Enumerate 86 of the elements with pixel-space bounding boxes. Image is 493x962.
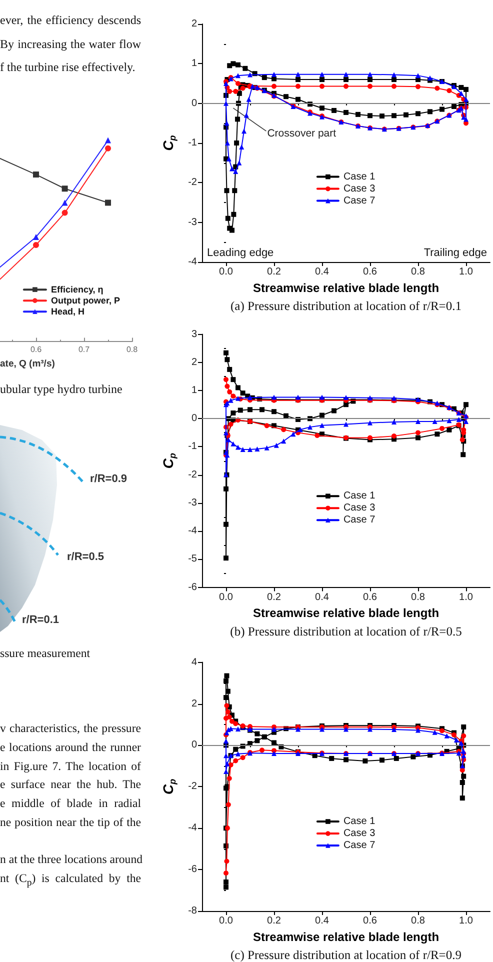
legend-label: Case 1 bbox=[343, 171, 376, 182]
x-tick-label: 0.4 bbox=[315, 592, 330, 603]
x-axis-title: Streamwise relative blade length bbox=[252, 606, 440, 620]
x-tick-label: 0.8 bbox=[411, 916, 426, 926]
x-tick-label: 0.6 bbox=[30, 345, 42, 354]
y-tick-label: 0 bbox=[191, 413, 198, 424]
text: e middle of blade in radial bbox=[0, 796, 141, 810]
text: r/R=0.9 bbox=[90, 472, 127, 486]
x-tick-label: 0.2 bbox=[267, 916, 282, 926]
x-tick-label: 0.7 bbox=[78, 345, 90, 354]
x-tick-label: 0.6 bbox=[363, 592, 378, 603]
annotation: Trailing edge bbox=[424, 247, 487, 259]
y-tick-label: -6 bbox=[188, 864, 198, 876]
y-tick-label: 1 bbox=[191, 385, 198, 396]
text: e locations around the runner bbox=[0, 740, 141, 754]
y-tick-label: -2 bbox=[188, 177, 198, 188]
text: f the turbine rise effectively. bbox=[0, 60, 136, 74]
legend-label: Efficiency, η bbox=[50, 284, 104, 295]
y-tick-label: -4 bbox=[188, 256, 198, 268]
x-tick-label: 0.6 bbox=[363, 916, 378, 926]
x-tick-label: 0.8 bbox=[411, 592, 426, 603]
legend-label: Head, H bbox=[50, 306, 84, 317]
x-tick-label: 0.4 bbox=[315, 266, 330, 278]
x-tick-label: 0.8 bbox=[411, 266, 426, 278]
text: r/R=0.5 bbox=[67, 550, 104, 564]
x-tick-label: 0.4 bbox=[315, 916, 330, 926]
x-tick-label: 1.0 bbox=[459, 592, 474, 603]
text: nt (C$_{p}$) is calculated by the bbox=[0, 870, 141, 890]
text: in Fig.ure 7. The location of bbox=[0, 758, 141, 774]
legend-label: Output power, P bbox=[50, 296, 120, 306]
y-tick-label: -6 bbox=[188, 582, 198, 593]
y-tick-label: -2 bbox=[188, 781, 198, 792]
x-tick-label: 0.6 bbox=[363, 266, 378, 278]
y-tick-label: 4 bbox=[191, 656, 198, 668]
x-tick-label: 0.8 bbox=[126, 345, 138, 354]
text: (a) Pressure distribution at location of r/R=0.1 bbox=[230, 299, 462, 313]
legend-label: Case 1 bbox=[343, 816, 376, 828]
text: (b) Pressure distribution at location of r/R=0.5 bbox=[230, 624, 462, 638]
y-tick-label: -3 bbox=[188, 497, 198, 508]
x-axis-title: ate, Q (m³/s) bbox=[0, 358, 55, 370]
legend-label: Case 7 bbox=[343, 840, 376, 852]
y-tick-label: 0 bbox=[191, 98, 198, 109]
x-tick-label: 0.2 bbox=[267, 266, 282, 278]
x-tick-label: 1.0 bbox=[459, 266, 474, 278]
y-tick-label: 1 bbox=[191, 58, 198, 70]
y-tick-label: -1 bbox=[188, 441, 198, 452]
y-tick-label: 0 bbox=[191, 740, 198, 751]
text: ne position near the tip of the bbox=[0, 814, 141, 830]
legend-label: Case 7 bbox=[343, 195, 376, 206]
x-tick-label: 0.0 bbox=[219, 592, 234, 603]
y-tick-label: 2 bbox=[191, 698, 198, 710]
y-axis-title: Cp bbox=[160, 778, 178, 794]
y-tick-label: 3 bbox=[191, 328, 198, 340]
text: By increasing the water flow bbox=[0, 36, 141, 52]
legend-label: Case 3 bbox=[343, 183, 376, 194]
y-tick-label: 2 bbox=[191, 18, 198, 30]
annotation: Crossover part bbox=[267, 128, 336, 140]
y-tick-label: -8 bbox=[188, 906, 198, 916]
text: n at the three locations around bbox=[0, 852, 142, 866]
x-axis-title: Streamwise relative blade length bbox=[252, 930, 440, 944]
text: e surface near the hub. The bbox=[0, 776, 141, 792]
text: ubular type hydro turbine bbox=[0, 382, 122, 396]
y-tick-label: -5 bbox=[188, 554, 198, 565]
legend-label: Case 7 bbox=[343, 514, 376, 526]
y-tick-label: -1 bbox=[188, 138, 198, 148]
y-tick-label: -2 bbox=[188, 469, 198, 480]
text: v characteristics, the pressure bbox=[0, 720, 141, 736]
x-axis-title: Streamwise relative blade length bbox=[252, 280, 440, 295]
annotation: Leading edge bbox=[207, 247, 274, 259]
text: r/R=0.1 bbox=[22, 613, 59, 627]
text: ever, the efficiency descends bbox=[0, 13, 141, 28]
legend-label: Case 3 bbox=[343, 502, 376, 514]
legend-label: Case 3 bbox=[343, 828, 376, 840]
y-tick-label: 2 bbox=[191, 356, 198, 368]
x-tick-label: 1.0 bbox=[459, 916, 474, 926]
x-tick-label: 0.0 bbox=[219, 916, 234, 926]
y-axis-title: Cp bbox=[160, 134, 178, 151]
x-tick-label: 0.0 bbox=[219, 266, 234, 278]
text: ssure measurement bbox=[0, 646, 90, 660]
text: (c) Pressure distribution at location of r/R=0.9 bbox=[230, 948, 462, 962]
y-axis-title: Cp bbox=[160, 452, 178, 469]
legend-label: Case 1 bbox=[343, 490, 376, 502]
x-tick-label: 0.2 bbox=[267, 592, 282, 603]
y-tick-label: -4 bbox=[188, 526, 198, 537]
y-tick-label: -4 bbox=[188, 822, 198, 834]
y-tick-label: -3 bbox=[188, 216, 198, 228]
